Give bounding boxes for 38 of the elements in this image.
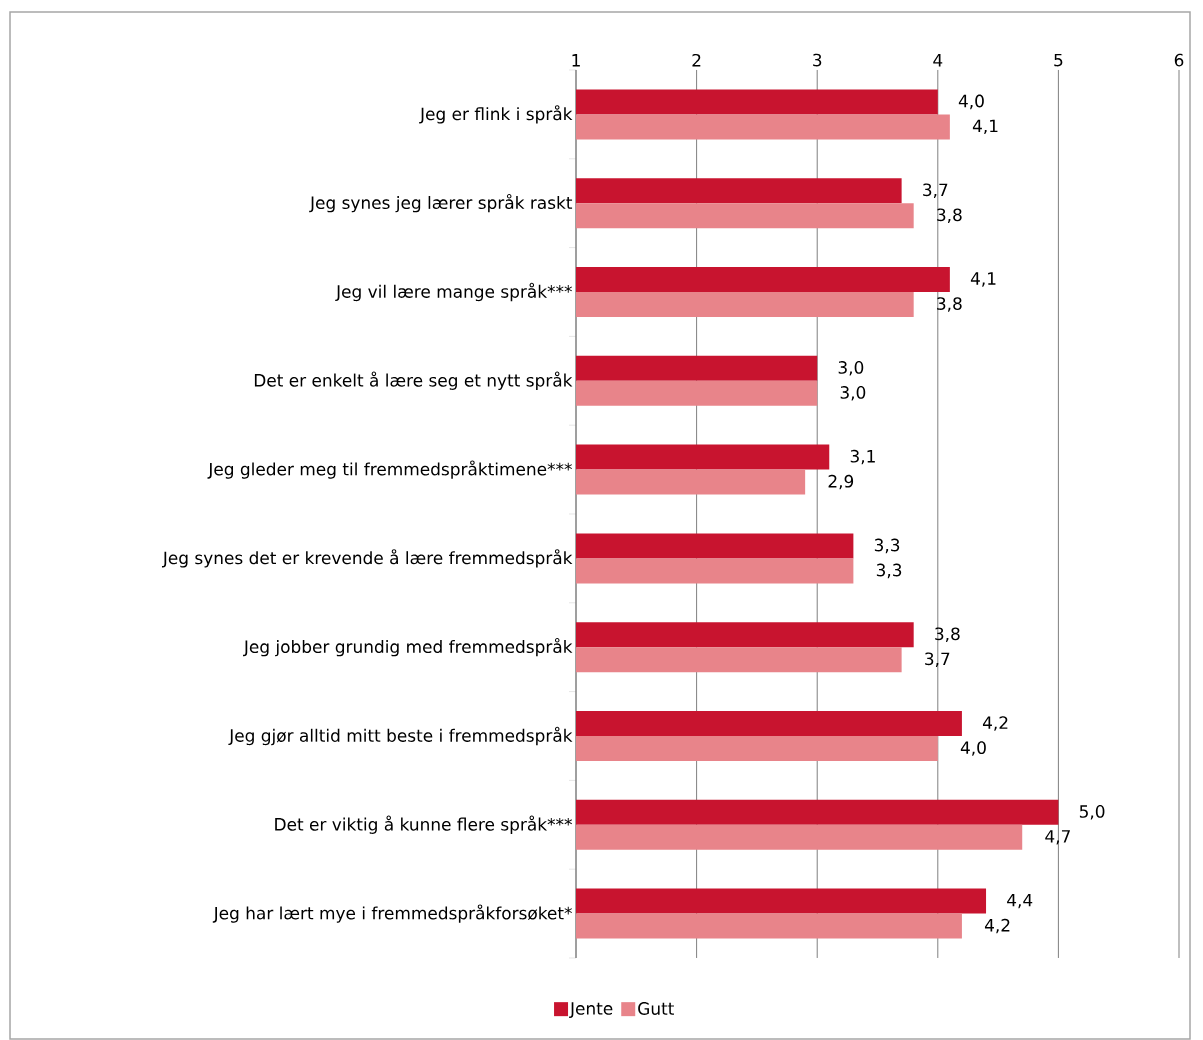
data-label: 4,2 <box>984 918 1010 934</box>
x-tick-label: 1 <box>572 54 580 67</box>
y-tick-label: Jeg gjør alltid mitt beste i fremmedspråk <box>228 726 573 746</box>
y-tick-label: Det er viktig å kunne flere språk*** <box>275 815 572 834</box>
data-label: 2,9 <box>828 474 854 490</box>
data-label: 5,0 <box>1079 805 1105 820</box>
x-tick-label: 6 <box>1174 53 1184 67</box>
data-label: 3,7 <box>925 652 950 667</box>
data-label: 3,8 <box>937 297 962 312</box>
data-label: 3,0 <box>840 386 866 401</box>
y-tick-label: Jeg synes det er krevende å lære fremmedspråk <box>161 549 573 568</box>
y-tick-label: Jeg vil lære mange språk*** <box>335 282 572 302</box>
y-tick-label: Jeg jobber grundig med fremmedspråk <box>243 637 573 657</box>
data-label: 4,2 <box>982 716 1008 731</box>
x-tick-label: 4 <box>933 54 943 67</box>
data-label: 3,8 <box>935 627 960 642</box>
y-tick-label: Jeg er flink i språk <box>419 105 573 124</box>
data-label: 4,4 <box>1007 893 1033 909</box>
x-tick-label: 2 <box>692 53 701 67</box>
data-label: 3,0 <box>838 361 864 376</box>
y-tick-label: Jeg har lært mye i fremmedspråkforsøket* <box>212 904 572 923</box>
x-tick-label: 3 <box>813 53 822 67</box>
data-label: 4,1 <box>970 272 996 287</box>
data-label: 3,3 <box>874 538 900 554</box>
data-label: 3,3 <box>876 563 902 579</box>
data-label: 3,1 <box>850 449 875 465</box>
data-label: 3,7 <box>923 183 948 198</box>
data-label: 4,1 <box>972 119 998 135</box>
data-label: 4,0 <box>960 741 986 756</box>
data-label: 3,8 <box>937 208 962 223</box>
legend-label: Jente <box>569 1002 613 1018</box>
legend-label: Gutt <box>638 1002 674 1015</box>
x-tick-label: 5 <box>1054 53 1063 67</box>
data-label: 4,7 <box>1045 830 1070 845</box>
data-label: 4,0 <box>958 94 984 110</box>
y-tick-label: Jeg gleder meg til fremmedspråktimene*** <box>207 460 572 479</box>
y-tick-label: Det er enkelt å lære seg et nytt språk <box>254 371 573 390</box>
y-tick-label: Jeg synes jeg lærer språk raskt <box>309 193 573 213</box>
